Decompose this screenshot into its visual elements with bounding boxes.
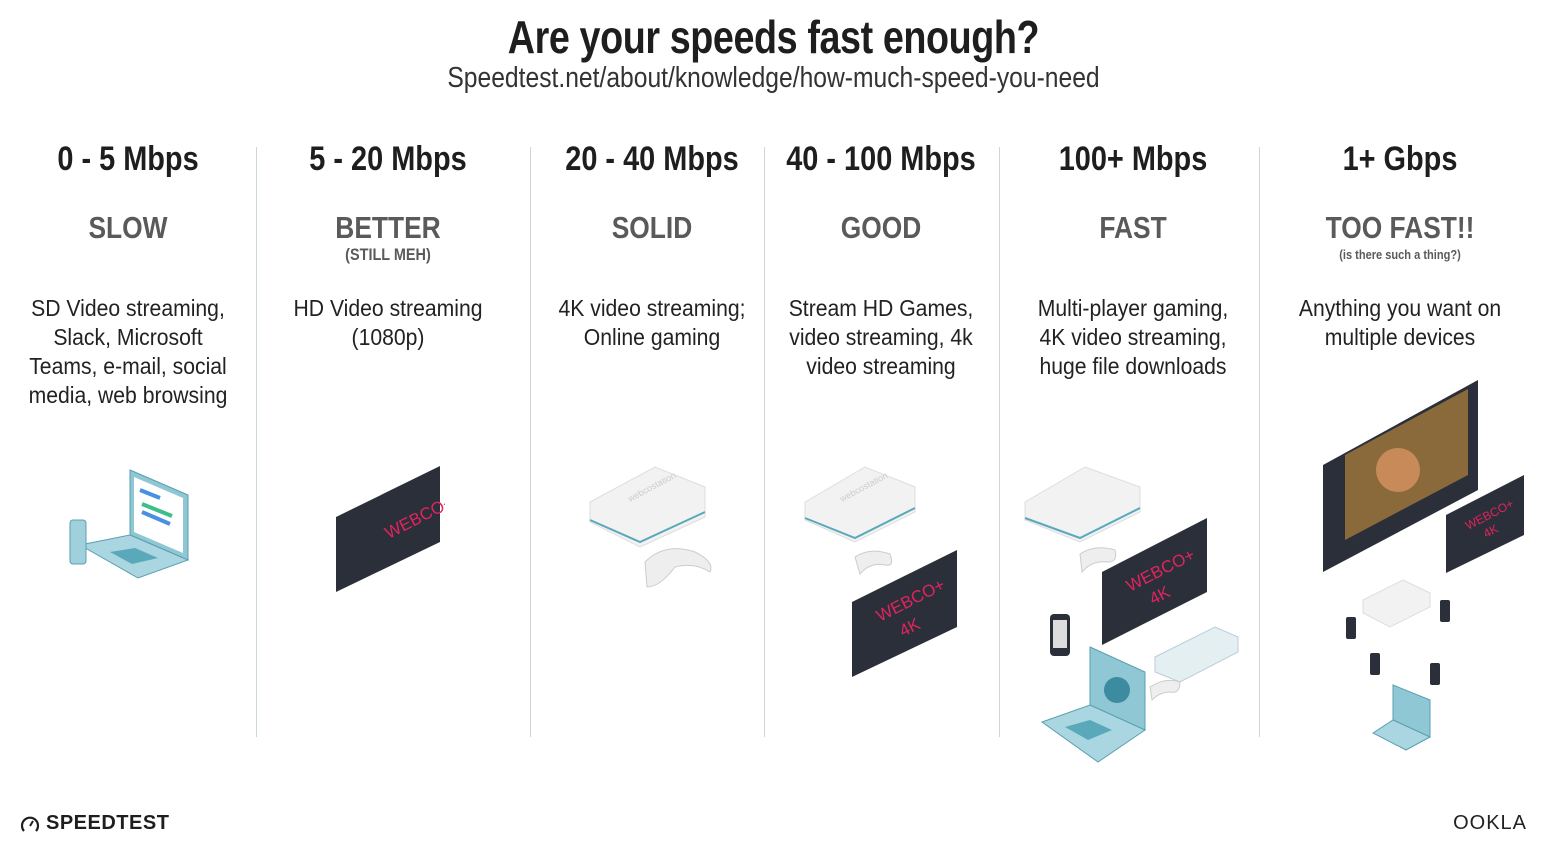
tier-description: Stream HD Games, video streaming, 4k vid…	[788, 295, 974, 379]
tier-description: Multi-player gaming, 4K video streaming,…	[1037, 295, 1229, 379]
tier-good: 40 - 100 Mbps GOOD	[766, 140, 996, 246]
tier-rating: SLOW	[88, 210, 168, 245]
tier-speed: 0 - 5 Mbps	[57, 140, 199, 178]
divider	[1259, 147, 1260, 737]
console-tv-illustration: webcostation WEBCO+ 4K	[804, 466, 957, 677]
tier-description: SD Video streaming, Slack, Microsoft Tea…	[28, 295, 228, 408]
tier-too-fast: 1+ Gbps TOO FAST!! (is there such a thin…	[1280, 140, 1520, 264]
tier-description: 4K video streaming; Online gaming	[558, 295, 746, 350]
tier-description: Anything you want on multiple devices	[1298, 295, 1502, 350]
tier-rating: SOLID	[611, 210, 693, 245]
speedtest-logo-text: SPEEDTEST	[46, 812, 170, 834]
divider	[764, 147, 765, 737]
gauge-icon	[20, 816, 40, 832]
tier-fast: 100+ Mbps FAST	[1013, 140, 1253, 246]
laptop-phone-illustration	[69, 469, 190, 579]
ookla-logo: OOKLA	[1453, 812, 1527, 834]
source-url: Speedtest.net/about/knowledge/how-much-s…	[447, 62, 1100, 94]
tier-note: (STILL MEH)	[345, 245, 431, 264]
console-controller-illustration: webcostation	[589, 466, 712, 588]
tier-slow: 0 - 5 Mbps SLOW	[8, 140, 248, 246]
tier-better: 5 - 20 Mbps BETTER (STILL MEH)	[268, 140, 508, 264]
divider	[999, 147, 1000, 737]
tier-note: (is there such a thing?)	[1339, 247, 1461, 262]
divider	[256, 147, 257, 737]
page-title: Are your speeds fast enough?	[507, 11, 1040, 63]
tier-speed: 40 - 100 Mbps	[786, 140, 976, 178]
speedtest-logo: SPEEDTEST	[20, 812, 169, 835]
many-devices-illustration: WEBCO+ 4K	[1323, 380, 1524, 751]
tier-speed: 100+ Mbps	[1058, 140, 1208, 178]
multi-device-illustration: WEBCO+ 4K	[1024, 466, 1239, 763]
tier-rating: GOOD	[840, 210, 922, 245]
tier-solid: 20 - 40 Mbps SOLID	[537, 140, 767, 246]
tier-speed: 20 - 40 Mbps	[565, 140, 739, 178]
tier-speed: 1+ Gbps	[1342, 140, 1458, 178]
tier-speed: 5 - 20 Mbps	[309, 140, 467, 178]
tier-description: HD Video streaming (1080p)	[293, 295, 483, 350]
tier-rating: BETTER	[335, 210, 441, 245]
tier-rating: FAST	[1099, 210, 1167, 245]
tv-4k-label: 4K	[1481, 522, 1500, 541]
divider	[530, 147, 531, 737]
tv-illustration: WEBCO+	[336, 466, 445, 592]
tier-rating: TOO FAST!!	[1325, 210, 1475, 245]
